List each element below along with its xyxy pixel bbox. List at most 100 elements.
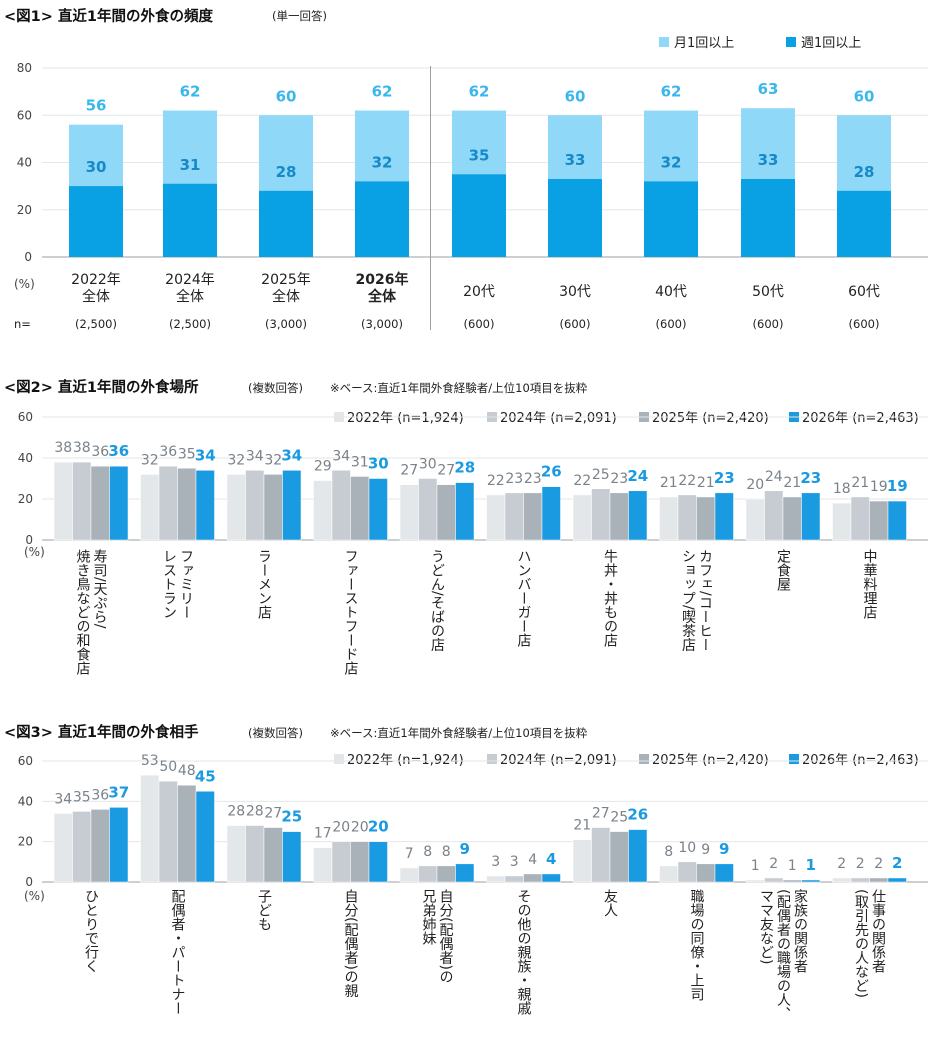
data-label: 28: [246, 804, 264, 820]
data-label: 24: [765, 469, 783, 485]
y-tick-label: 80: [17, 61, 32, 75]
figure3-subtitle: (複数回答): [248, 726, 303, 740]
bar-2026: [109, 465, 129, 541]
bar-week: [741, 179, 795, 257]
data-label: 27: [437, 463, 455, 479]
data-label: 27: [264, 806, 282, 822]
bar-2026: [195, 791, 215, 883]
bar-2026: [801, 492, 821, 541]
category-label: 仕事の関係者: [870, 889, 886, 973]
data-label: 32: [141, 452, 159, 468]
category-label: 職場の同僚・上司: [689, 889, 705, 1001]
data-label: 1: [788, 858, 797, 874]
data-label: 1: [751, 858, 760, 874]
legend-swatch: [487, 754, 497, 764]
category-label: (配偶者の職場の人、: [775, 889, 791, 1020]
bar-week: [837, 190, 891, 257]
bar-2025: [696, 496, 716, 541]
bar-week: [644, 181, 698, 257]
figure2-unit-label: (%): [24, 545, 45, 559]
category-label: 中華料理店: [862, 549, 878, 619]
legend-swatch: [789, 754, 799, 764]
category-label: その他の親族・親戚: [516, 889, 532, 1015]
data-label: 23: [505, 471, 523, 487]
bar-2026: [455, 482, 475, 541]
bar-2024: [158, 780, 178, 883]
category-label: ファミリー: [178, 549, 194, 619]
y-tick-label: 60: [18, 754, 33, 768]
bar-2025: [782, 879, 802, 883]
figure1-legend: 月1回以上 週1回以上: [659, 36, 861, 51]
data-label: 21: [697, 475, 715, 491]
bar-2025: [609, 831, 629, 883]
bar-week: [259, 190, 313, 257]
category-label: ファーストフード店: [343, 549, 359, 675]
category-label: ラーメン店: [256, 549, 272, 619]
category-label: 子ども: [256, 889, 272, 931]
data-label-week: 35: [469, 146, 490, 164]
bar-2025: [350, 841, 370, 883]
data-label: 3: [491, 854, 500, 870]
bar-2024: [591, 488, 611, 541]
data-label-month: 60: [276, 87, 297, 105]
legend-swatch: [786, 37, 796, 47]
bar-2025: [696, 863, 716, 883]
y-tick-label: 20: [17, 203, 32, 217]
bar-week: [355, 181, 409, 257]
bar-2022: [226, 825, 246, 883]
bar-2026: [628, 829, 648, 883]
data-label: 36: [108, 442, 129, 460]
category-label: ハンバーガー店: [516, 549, 532, 647]
category-label: 友人: [602, 889, 618, 917]
bar-2022: [399, 484, 419, 541]
y-tick-label: 20: [18, 835, 33, 849]
bar-2025: [436, 865, 456, 883]
bar-2022: [486, 494, 506, 541]
legend-label: 週1回以上: [801, 36, 861, 51]
data-label-week: 30: [86, 158, 107, 176]
figure3: <図3> 直近1年間の外食相手 (複数回答) ※ベース:直近1年間外食経験者/上…: [4, 723, 928, 1020]
data-label: 53: [141, 753, 159, 769]
data-label: 19: [887, 477, 908, 495]
data-label: 20: [332, 820, 350, 836]
y-tick-label: 20: [18, 492, 33, 506]
bar-2022: [313, 847, 333, 883]
category-label: 20代: [463, 284, 495, 300]
data-label: 34: [281, 446, 302, 464]
data-label: 35: [73, 789, 91, 805]
category-label: 自分(配偶者)の親: [343, 889, 359, 999]
data-label: 23: [800, 469, 821, 487]
bar-2026: [109, 807, 129, 883]
category-label: ショップ/喫茶店: [680, 549, 696, 652]
data-label-month: 62: [372, 83, 393, 101]
n-value: (2,500): [169, 317, 211, 331]
bar-2024: [418, 865, 438, 883]
bar-2022: [140, 474, 160, 541]
figure3-unit-label: (%): [24, 889, 45, 903]
data-label-week: 32: [661, 153, 682, 171]
data-label: 50: [159, 759, 177, 775]
bar-2025: [869, 500, 889, 541]
bar-2022: [745, 879, 765, 883]
bar-2024: [677, 861, 697, 883]
data-label-week: 28: [854, 163, 875, 181]
bar-2024: [331, 470, 351, 541]
data-label: 28: [227, 804, 245, 820]
data-label-month: 63: [758, 80, 779, 98]
data-label: 21: [851, 475, 869, 491]
category-label: 60代: [848, 284, 880, 300]
bar-2026: [455, 863, 475, 883]
data-label: 35: [178, 446, 196, 462]
figure2: <図2> 直近1年間の外食場所 (複数回答) ※ベース:直近1年間外食経験者/上…: [4, 378, 928, 675]
data-label-month: 62: [469, 83, 490, 101]
figure1-n-prefix: n=: [14, 317, 31, 331]
category-label: 全体: [367, 288, 397, 305]
legend-swatch: [659, 37, 669, 47]
bar-2022: [486, 875, 506, 883]
y-tick-label: 60: [18, 410, 33, 424]
figure1-bars: 56 30 62 31 60 28 62 32 62 35 60 33 62 32 63 33 60 28: [69, 80, 891, 258]
data-label: 29: [314, 459, 332, 475]
